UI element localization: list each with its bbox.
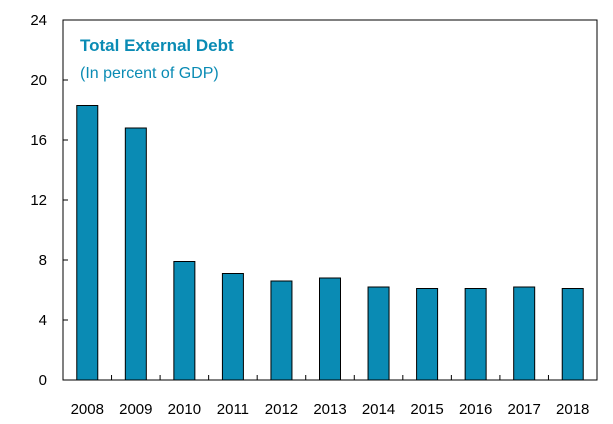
bar-2009 bbox=[124, 127, 147, 381]
bar-2013 bbox=[319, 277, 341, 381]
bar-2012 bbox=[270, 280, 293, 381]
bar-series bbox=[76, 105, 584, 381]
x-tick-label: 2012 bbox=[265, 401, 298, 418]
y-tick-label: 0 bbox=[39, 372, 47, 389]
y-tick-label: 16 bbox=[30, 132, 47, 149]
y-tick-label: 24 bbox=[30, 12, 47, 29]
y-tick-label: 8 bbox=[39, 252, 47, 269]
x-tick-label: 2018 bbox=[556, 401, 589, 418]
bar-2014 bbox=[367, 286, 390, 381]
x-tick-label: 2014 bbox=[362, 401, 395, 418]
x-tick-label: 2010 bbox=[168, 401, 201, 418]
x-tick-label: 2009 bbox=[119, 401, 152, 418]
x-tick-label: 2008 bbox=[71, 401, 104, 418]
x-tick-label: 2013 bbox=[313, 401, 346, 418]
y-tick-label: 20 bbox=[30, 72, 47, 89]
chart-title: Total External Debt bbox=[80, 36, 234, 55]
bar-2015 bbox=[416, 288, 439, 381]
bar-2008 bbox=[76, 105, 99, 381]
bar-2018 bbox=[561, 288, 584, 381]
bar-2016 bbox=[464, 288, 487, 381]
y-axis: 0 4 8 12 16 20 24 bbox=[30, 12, 68, 389]
bar-2011 bbox=[221, 273, 244, 381]
x-tick-label: 2011 bbox=[217, 401, 249, 418]
bar-2010 bbox=[173, 261, 196, 381]
x-axis: 2008 2009 2010 2011 2012 2013 2014 2015 2016 2017… bbox=[71, 375, 589, 418]
bar-2017 bbox=[513, 286, 536, 381]
y-tick-label: 4 bbox=[39, 312, 47, 329]
y-tick-label: 12 bbox=[30, 192, 47, 209]
x-tick-label: 2015 bbox=[410, 401, 443, 418]
chart-subtitle: (In percent of GDP) bbox=[80, 65, 219, 82]
x-tick-label: 2016 bbox=[459, 401, 492, 418]
x-tick-label: 2017 bbox=[507, 401, 540, 418]
